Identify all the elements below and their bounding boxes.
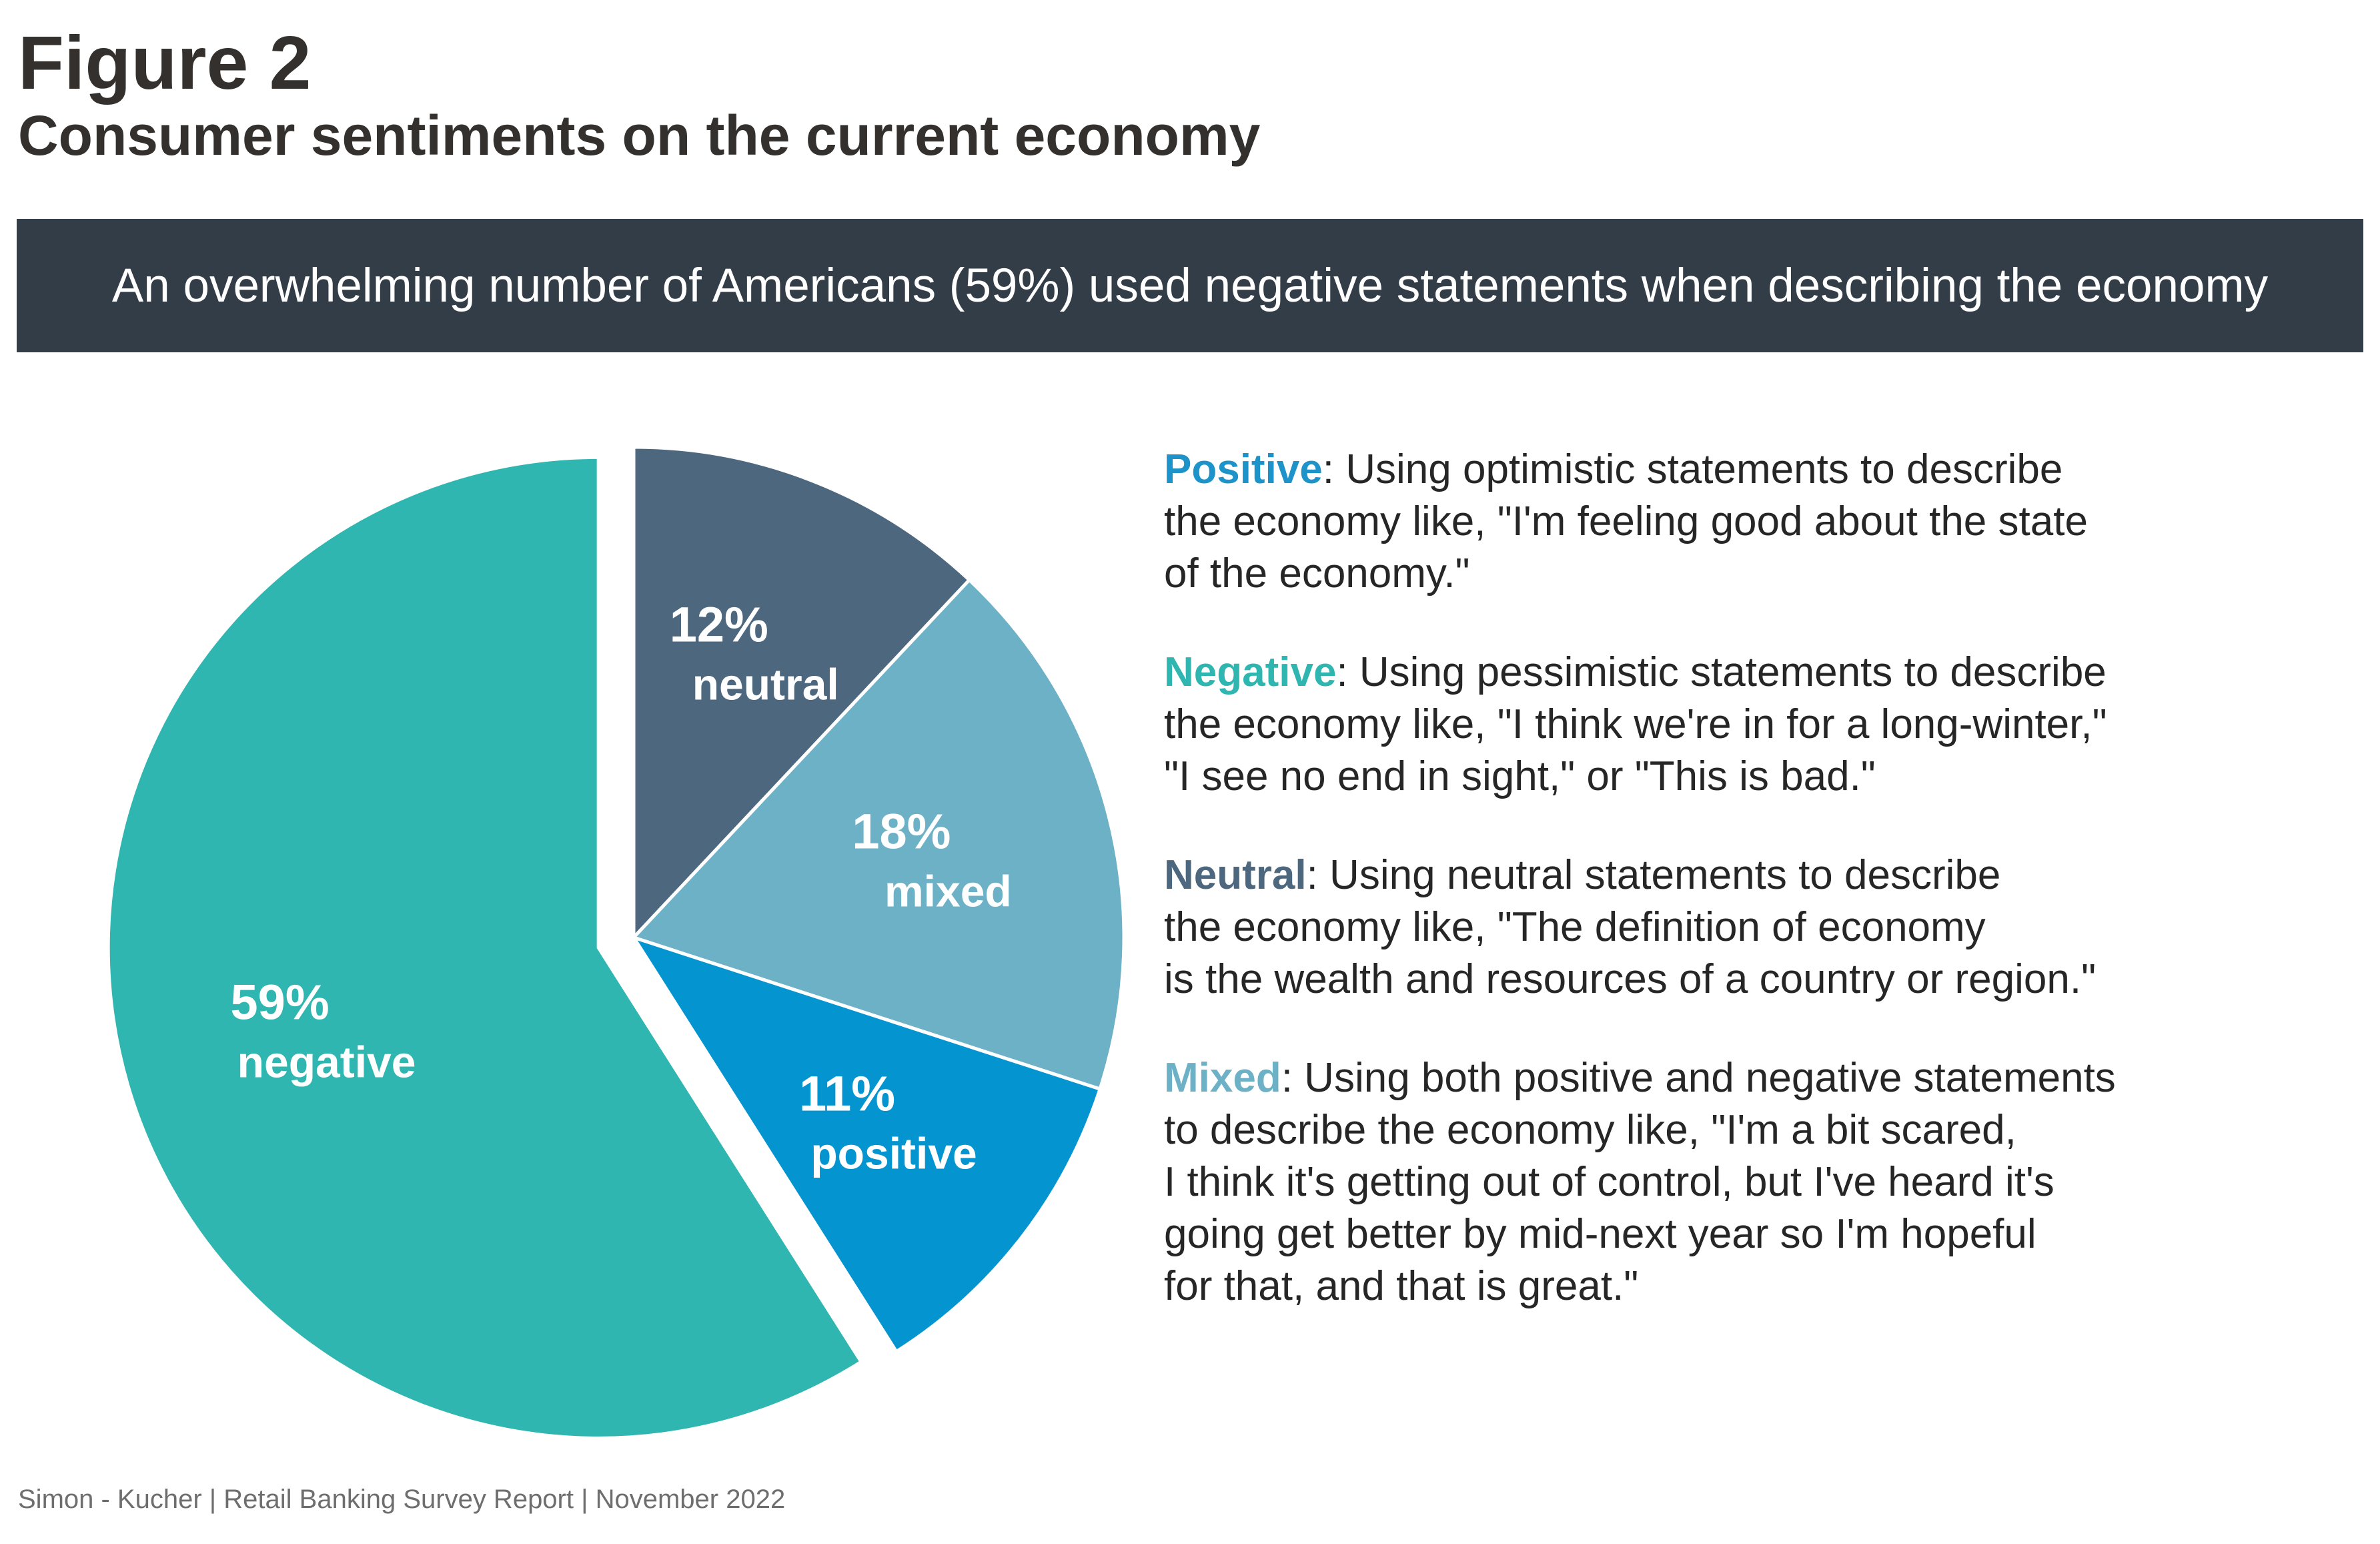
pie-category-label: negative bbox=[237, 1037, 416, 1086]
pie-category-label: neutral bbox=[692, 659, 839, 709]
definition-neutral: Neutral: Using neutral statements to des… bbox=[1164, 849, 2351, 1006]
definition-positive: Positive: Using optimistic statements to… bbox=[1164, 444, 2351, 600]
pie-value-label: 12% bbox=[670, 597, 768, 652]
figure-title: Consumer sentiments on the current econo… bbox=[18, 104, 1261, 167]
pie-value-label: 59% bbox=[231, 974, 330, 1030]
pie-category-label: mixed bbox=[884, 867, 1012, 916]
pie-category-label: positive bbox=[810, 1128, 977, 1178]
figure-number: Figure 2 bbox=[18, 21, 312, 105]
pie-value-label: 11% bbox=[799, 1066, 895, 1121]
definition-term: Mixed bbox=[1164, 1055, 1281, 1101]
pie-slice-negative bbox=[106, 455, 863, 1440]
definition-text: : Using neutral statements to describe t… bbox=[1164, 852, 2097, 1002]
source-footer: Simon - Kucher | Retail Banking Survey R… bbox=[18, 1485, 786, 1514]
banner-text: An overwhelming number of Americans (59%… bbox=[111, 259, 2269, 312]
definition-term: Negative bbox=[1164, 649, 1337, 695]
pie-value-label: 18% bbox=[852, 804, 951, 859]
definition-text: : Using both positive and negative state… bbox=[1164, 1055, 2116, 1309]
headline-banner: An overwhelming number of Americans (59%… bbox=[17, 219, 2363, 352]
definition-text: : Using optimistic statements to describ… bbox=[1164, 446, 2088, 597]
definitions-list: Positive: Using optimistic statements to… bbox=[1164, 444, 2351, 1359]
definition-negative: Negative: Using pessimistic statements t… bbox=[1164, 647, 2351, 803]
definition-term: Neutral bbox=[1164, 852, 1307, 898]
pie-slice-mixed bbox=[632, 578, 1126, 1091]
sentiment-pie-chart: 12% neutral 18% mixed 11% positive 59% negative bbox=[106, 445, 1126, 1440]
pie-slice-positive bbox=[632, 935, 1102, 1354]
definition-text: : Using pessimistic statements to descri… bbox=[1164, 649, 2107, 799]
definition-mixed: Mixed: Using both positive and negative … bbox=[1164, 1052, 2351, 1312]
pie-slice-neutral bbox=[632, 445, 971, 939]
definition-term: Positive bbox=[1164, 446, 1323, 492]
